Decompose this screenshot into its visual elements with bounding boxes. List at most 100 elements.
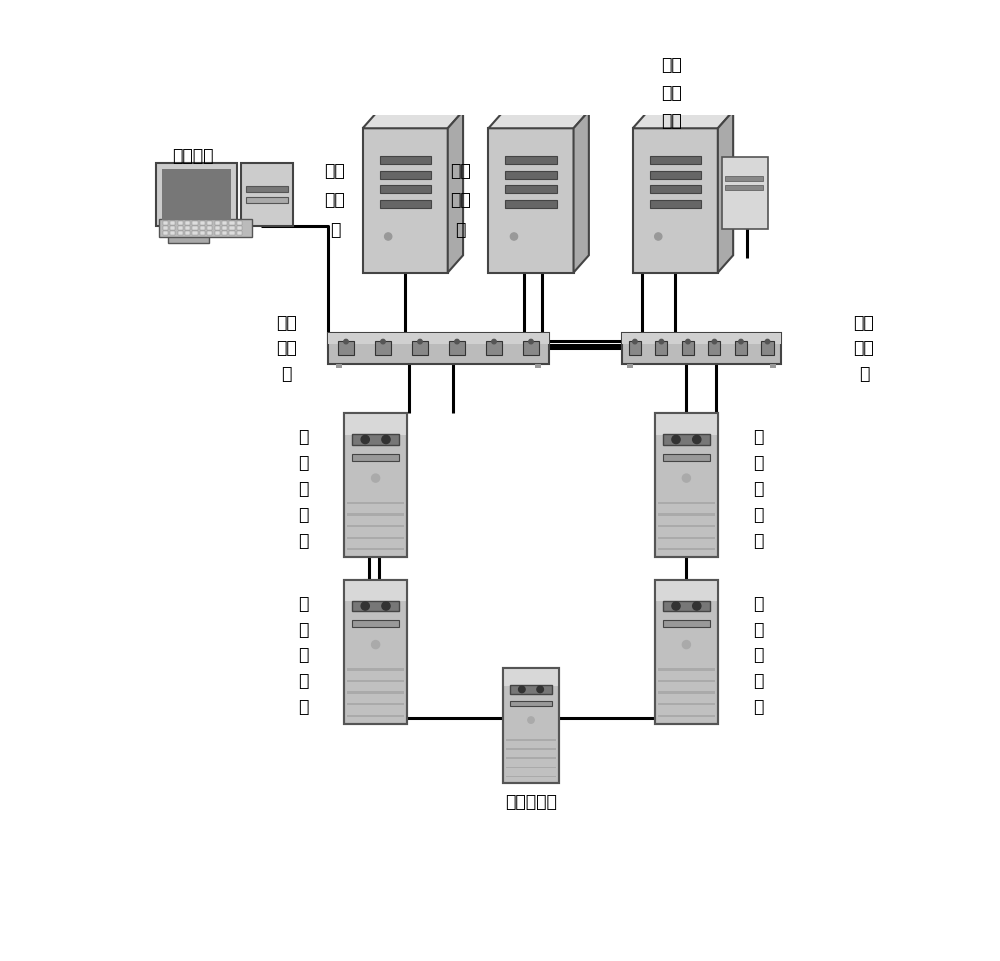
Text: 站: 站 [753, 621, 764, 639]
Circle shape [381, 339, 385, 344]
Bar [655, 579, 718, 724]
Bar [375, 341, 391, 356]
Bar [658, 669, 715, 671]
Bar [192, 221, 198, 225]
Text: 站: 站 [753, 455, 764, 472]
Bar [363, 128, 448, 273]
Bar [506, 757, 556, 759]
Circle shape [382, 435, 390, 444]
Bar [347, 669, 404, 671]
Bar [506, 739, 556, 741]
Bar [658, 715, 715, 717]
Bar [163, 221, 168, 225]
Bar [380, 171, 431, 179]
Bar [347, 680, 404, 682]
Bar [192, 226, 198, 230]
Bar [229, 226, 235, 230]
Bar [655, 579, 718, 724]
Bar [725, 185, 763, 189]
Bar [200, 226, 205, 230]
Bar [170, 232, 175, 235]
Bar [163, 226, 168, 230]
Text: 机: 机 [859, 365, 869, 383]
Text: 务器: 务器 [661, 111, 682, 130]
Polygon shape [363, 111, 463, 128]
Text: 服: 服 [298, 480, 309, 498]
Bar [655, 413, 718, 434]
Text: 交换: 交换 [276, 339, 297, 357]
Bar [650, 171, 701, 179]
Bar [506, 749, 556, 750]
Bar [344, 579, 407, 724]
Bar [185, 232, 190, 235]
Bar [344, 413, 407, 557]
Bar [352, 454, 399, 460]
Bar [156, 163, 237, 226]
Bar [650, 157, 701, 164]
Circle shape [361, 602, 369, 610]
Text: 机: 机 [282, 365, 292, 383]
Bar [629, 341, 641, 356]
Bar [663, 601, 710, 611]
Bar [380, 185, 431, 193]
Bar [215, 232, 220, 235]
Bar [178, 226, 183, 230]
Text: 数据: 数据 [661, 57, 682, 74]
Text: 器: 器 [753, 531, 764, 550]
Bar [658, 513, 715, 516]
Text: 务: 务 [753, 673, 764, 690]
Circle shape [361, 435, 369, 444]
Bar [663, 620, 710, 628]
Bar [352, 434, 399, 445]
Text: 车: 车 [298, 429, 309, 446]
Text: 中心: 中心 [854, 313, 874, 332]
Bar [352, 601, 399, 611]
Circle shape [382, 602, 390, 610]
Bar [725, 176, 763, 181]
Circle shape [693, 435, 701, 444]
Circle shape [385, 233, 392, 240]
Circle shape [519, 686, 525, 693]
Bar [347, 548, 404, 551]
Bar [168, 236, 209, 242]
Text: 服务: 服务 [450, 191, 471, 209]
Bar [207, 221, 212, 225]
Text: 中心: 中心 [276, 313, 297, 332]
Text: 器: 器 [330, 221, 340, 239]
Bar [722, 158, 768, 230]
Text: 车: 车 [753, 429, 764, 446]
Bar [708, 341, 720, 356]
Circle shape [510, 233, 518, 240]
Circle shape [537, 686, 543, 693]
Text: 器: 器 [298, 531, 309, 550]
Bar [347, 502, 404, 505]
Bar [650, 185, 701, 193]
Circle shape [686, 339, 690, 344]
Bar [627, 364, 633, 368]
Text: 中心: 中心 [450, 161, 471, 180]
Bar [655, 579, 718, 602]
Bar [658, 548, 715, 551]
Bar [241, 163, 293, 226]
Bar [372, 438, 379, 442]
Bar [682, 341, 694, 356]
Bar [655, 341, 667, 356]
Circle shape [655, 233, 662, 240]
Bar [735, 341, 747, 356]
Bar [338, 341, 354, 356]
Polygon shape [574, 111, 589, 273]
Bar [344, 413, 407, 434]
Bar [336, 364, 342, 368]
Bar [505, 185, 557, 193]
Bar [506, 776, 556, 777]
Text: 务: 务 [298, 673, 309, 690]
Bar [658, 502, 715, 505]
Text: 车: 车 [753, 595, 764, 613]
Circle shape [529, 339, 533, 344]
Text: 站: 站 [298, 621, 309, 639]
Bar [658, 525, 715, 528]
Bar [663, 434, 710, 445]
Text: 站: 站 [298, 455, 309, 472]
Polygon shape [633, 111, 733, 128]
Bar [159, 219, 252, 237]
